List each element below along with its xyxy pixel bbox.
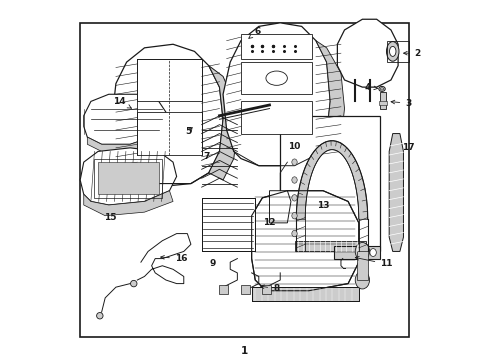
Text: 15: 15 (104, 213, 117, 222)
Bar (280, 116, 380, 251)
Text: 11: 11 (355, 257, 392, 269)
Ellipse shape (389, 46, 395, 57)
Bar (386, 41, 408, 62)
Polygon shape (83, 191, 173, 216)
Ellipse shape (291, 177, 297, 183)
Bar (241, 285, 249, 294)
Text: 13: 13 (316, 201, 328, 210)
Bar (294, 241, 365, 251)
Ellipse shape (97, 312, 103, 319)
Text: 17: 17 (401, 143, 413, 152)
Polygon shape (315, 41, 344, 162)
Text: 4: 4 (364, 83, 377, 92)
Polygon shape (337, 19, 397, 87)
Text: 9: 9 (209, 260, 215, 269)
Bar (241, 102, 312, 134)
Bar (251, 287, 358, 301)
Text: 7: 7 (203, 152, 210, 161)
Bar (356, 251, 367, 280)
Bar (219, 285, 228, 294)
Polygon shape (112, 44, 223, 187)
Polygon shape (83, 94, 165, 144)
Ellipse shape (369, 249, 376, 256)
Polygon shape (296, 141, 367, 219)
Bar (333, 246, 380, 258)
Bar (94, 158, 162, 198)
Bar (262, 285, 271, 294)
Polygon shape (87, 137, 155, 152)
Text: 6: 6 (248, 27, 260, 39)
Text: 2: 2 (403, 49, 420, 58)
Ellipse shape (386, 41, 398, 61)
Polygon shape (251, 191, 358, 291)
Text: 1: 1 (241, 346, 247, 356)
Ellipse shape (130, 280, 137, 287)
Bar (251, 287, 358, 301)
Bar (241, 33, 312, 59)
Ellipse shape (378, 86, 385, 91)
Text: 10: 10 (287, 141, 299, 150)
Ellipse shape (291, 212, 297, 219)
Text: 14: 14 (113, 97, 131, 108)
Text: 3: 3 (390, 99, 411, 108)
Bar (98, 162, 159, 194)
Polygon shape (80, 148, 176, 205)
Text: 8: 8 (260, 284, 279, 293)
Bar (201, 198, 255, 251)
Text: 5: 5 (185, 127, 192, 136)
Bar (80, 23, 408, 337)
Polygon shape (208, 66, 237, 180)
Ellipse shape (291, 230, 297, 237)
Ellipse shape (380, 88, 383, 90)
Ellipse shape (291, 195, 297, 201)
Bar (380, 93, 385, 109)
Ellipse shape (354, 271, 369, 289)
Bar (201, 198, 255, 251)
Polygon shape (388, 134, 403, 251)
Bar (137, 59, 201, 102)
Ellipse shape (291, 159, 297, 165)
Bar (378, 102, 386, 105)
Bar (137, 112, 201, 155)
Ellipse shape (265, 71, 287, 85)
Text: 16: 16 (161, 254, 187, 263)
Text: 12: 12 (263, 219, 275, 228)
Ellipse shape (354, 243, 369, 260)
Polygon shape (269, 191, 290, 223)
Polygon shape (223, 23, 329, 166)
Bar (241, 62, 312, 94)
